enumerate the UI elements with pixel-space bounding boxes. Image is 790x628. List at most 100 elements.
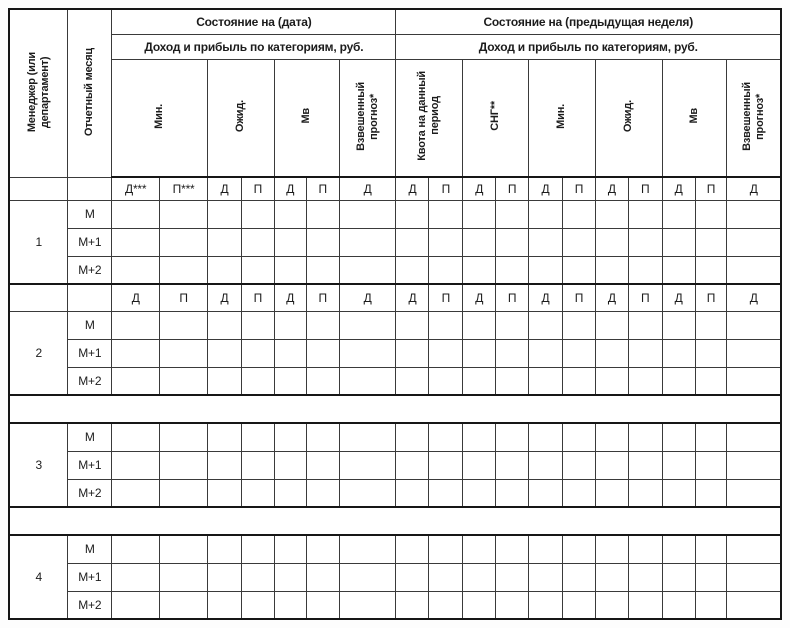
- data-cell: [338, 422, 397, 452]
- data-cell: [240, 478, 275, 508]
- data-cell: [428, 450, 464, 480]
- month-cell: М: [67, 422, 113, 452]
- data-cell: [305, 450, 340, 480]
- data-cell: [661, 338, 696, 368]
- data-cell: [338, 562, 397, 592]
- month-cell: М+2: [67, 478, 113, 508]
- data-cell: [8, 176, 69, 201]
- dp-label-cell: Д: [338, 283, 397, 312]
- data-cell: [273, 422, 307, 452]
- dp-label-cell: П: [305, 176, 340, 201]
- data-cell: [207, 255, 242, 285]
- data-cell: [338, 478, 397, 508]
- data-cell: [627, 255, 663, 285]
- data-cell: [627, 562, 663, 592]
- col-header-quota: Квота на данный период: [395, 58, 464, 178]
- manager-header-cell: Менеджер (или департамент): [8, 8, 69, 178]
- data-cell: [726, 562, 782, 592]
- col-header-weighted-previous: Взвешенный прогноз*: [726, 58, 782, 178]
- data-cell: [726, 310, 782, 340]
- data-cell: [661, 255, 696, 285]
- data-cell: [495, 255, 530, 285]
- data-cell: [726, 366, 782, 396]
- data-cell: [462, 227, 497, 257]
- data-cell: [111, 450, 161, 480]
- dp-label-cell: Д: [462, 283, 497, 312]
- data-cell: [428, 478, 464, 508]
- col-header-min-previous: Мин.: [528, 58, 596, 178]
- data-cell: [528, 338, 563, 368]
- data-cell: [561, 562, 596, 592]
- data-cell: [111, 199, 161, 229]
- data-cell: [207, 366, 242, 396]
- data-cell: [395, 366, 430, 396]
- dp-label-cell: Д: [395, 176, 430, 201]
- data-cell: [305, 310, 340, 340]
- dp-label-cell: П: [694, 283, 728, 312]
- separator-cell: [8, 506, 782, 536]
- group-number-cell: 1: [8, 199, 69, 285]
- month-cell: М+1: [67, 227, 113, 257]
- data-cell: [273, 338, 307, 368]
- dp-label-cell: Д: [207, 283, 242, 312]
- data-cell: [594, 199, 629, 229]
- data-cell: [305, 478, 340, 508]
- data-cell: [726, 255, 782, 285]
- data-cell: [338, 366, 397, 396]
- data-cell: [561, 590, 596, 620]
- data-cell: [111, 310, 161, 340]
- data-cell: [694, 255, 728, 285]
- data-cell: [395, 478, 430, 508]
- data-cell: [694, 227, 728, 257]
- data-cell: [528, 366, 563, 396]
- data-cell: [159, 310, 209, 340]
- dp-label-cell: П***: [159, 176, 209, 201]
- data-cell: [305, 422, 340, 452]
- data-cell: [528, 310, 563, 340]
- data-cell: [240, 199, 275, 229]
- table-row: М+1: [9, 227, 782, 257]
- data-cell: [495, 422, 530, 452]
- data-cell: [428, 310, 464, 340]
- data-cell: [159, 478, 209, 508]
- data-cell: [159, 534, 209, 564]
- data-cell: [395, 534, 430, 564]
- data-cell: [495, 227, 530, 257]
- data-cell: [240, 422, 275, 452]
- data-cell: [159, 590, 209, 620]
- report-month-header-label: Отчетный месяц: [83, 47, 96, 136]
- data-cell: [726, 338, 782, 368]
- data-cell: [428, 534, 464, 564]
- data-cell: [159, 562, 209, 592]
- data-cell: [305, 227, 340, 257]
- data-cell: [462, 255, 497, 285]
- data-cell: [528, 227, 563, 257]
- data-cell: [495, 562, 530, 592]
- dp-label-cell: Д: [594, 283, 629, 312]
- data-cell: [661, 310, 696, 340]
- data-cell: [694, 338, 728, 368]
- data-cell: [111, 366, 161, 396]
- data-cell: [594, 562, 629, 592]
- data-cell: [661, 422, 696, 452]
- data-cell: [726, 478, 782, 508]
- data-cell: [462, 590, 497, 620]
- data-cell: [627, 534, 663, 564]
- data-cell: [338, 450, 397, 480]
- data-cell: [594, 590, 629, 620]
- data-cell: [428, 366, 464, 396]
- data-cell: [273, 227, 307, 257]
- dp-label-cell: П: [627, 283, 663, 312]
- dp-label-cell: Д: [395, 283, 430, 312]
- data-cell: [528, 255, 563, 285]
- dp-label-cell: Д: [462, 176, 497, 201]
- month-cell: М+2: [67, 255, 113, 285]
- data-cell: [67, 283, 113, 312]
- data-cell: [694, 562, 728, 592]
- data-cell: [495, 478, 530, 508]
- data-cell: [111, 338, 161, 368]
- data-cell: [111, 255, 161, 285]
- dp-label-cell: П: [627, 176, 663, 201]
- data-cell: [627, 366, 663, 396]
- data-cell: [627, 227, 663, 257]
